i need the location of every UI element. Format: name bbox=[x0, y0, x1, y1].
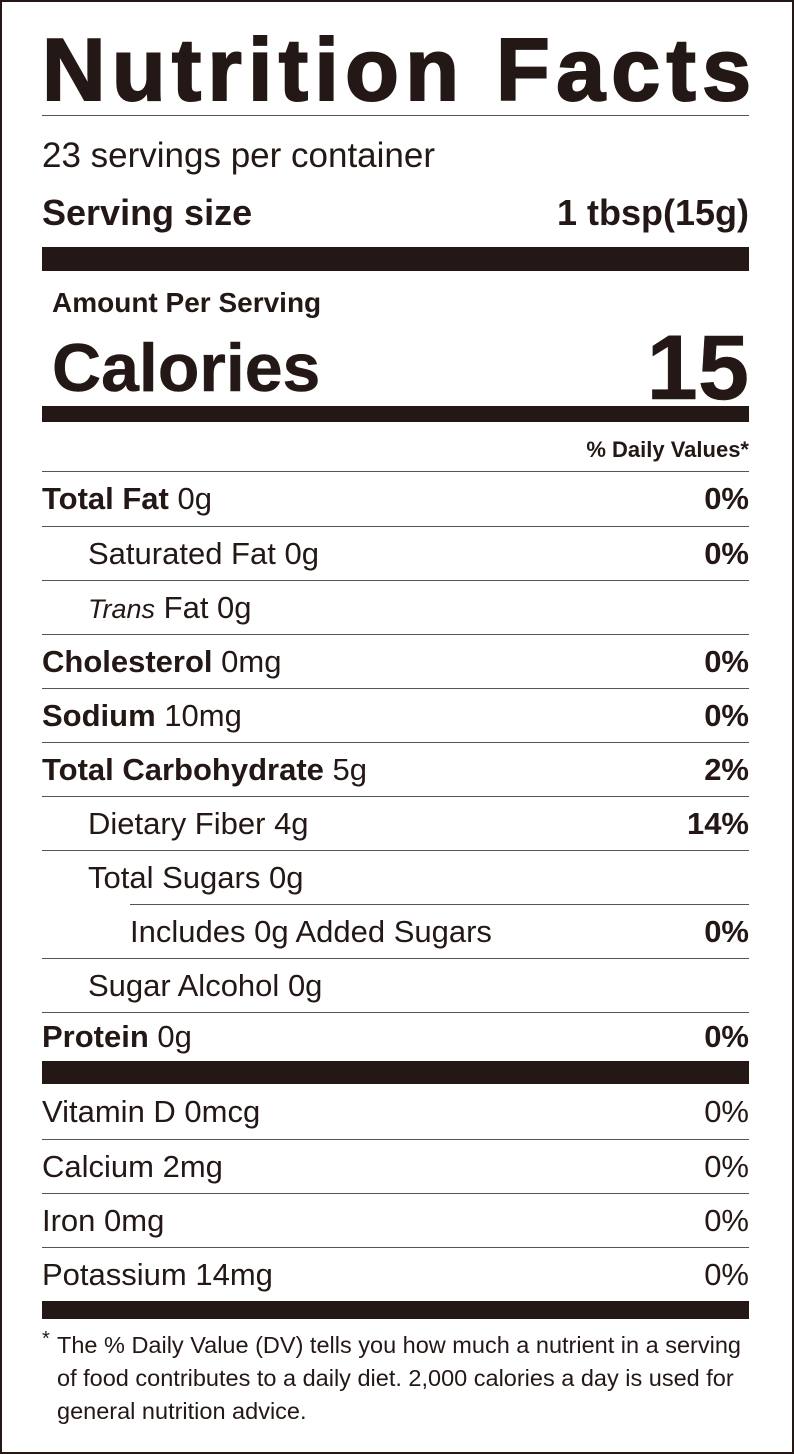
footnote-asterisk: * bbox=[42, 1328, 50, 1350]
vitamin-row: Potassium 14mg 0% bbox=[42, 1247, 749, 1301]
servings-per-container: 23 servings per container bbox=[42, 136, 435, 175]
vitamin-row: Vitamin D 0mcg 0% bbox=[42, 1084, 749, 1139]
nutrient-row: Protein 0g 0% bbox=[42, 1012, 749, 1061]
thick-divider bbox=[42, 247, 749, 271]
serving-size-label: Serving size bbox=[42, 192, 253, 233]
nutrient-name: Trans bbox=[88, 593, 156, 624]
nutrient-name: Total Sugars bbox=[88, 859, 261, 895]
nutrient-row: Trans Fat 0g bbox=[42, 580, 749, 634]
vitamin-dv: 0% bbox=[704, 1202, 749, 1238]
nutrient-row: Includes 0g Added Sugars 0% bbox=[130, 904, 749, 958]
nutrient-row: Dietary Fiber 4g 14% bbox=[42, 796, 749, 850]
calories-row: Calories 15 bbox=[42, 316, 750, 419]
thick-divider bbox=[42, 1301, 749, 1319]
vitamin-name: Vitamin D 0mcg bbox=[42, 1093, 261, 1129]
thick-divider bbox=[42, 406, 749, 422]
nutrient-dv: 2% bbox=[704, 751, 749, 787]
nutrient-row: Sugar Alcohol 0g bbox=[42, 958, 749, 1012]
vitamin-row: Iron 0mg 0% bbox=[42, 1193, 749, 1247]
nutrient-name: Sodium bbox=[42, 697, 156, 733]
vitamin-dv: 0% bbox=[704, 1256, 749, 1292]
vitamin-name: Iron 0mg bbox=[42, 1202, 165, 1238]
nutrient-dv: 0% bbox=[704, 535, 749, 571]
footnote: * The % Daily Value (DV) tells you how m… bbox=[42, 1328, 749, 1428]
calories-label: Calories bbox=[52, 329, 321, 406]
calories-value: 15 bbox=[646, 316, 749, 419]
nutrient-row: Saturated Fat 0g 0% bbox=[42, 526, 749, 580]
nutrient-amount: 0g bbox=[284, 535, 319, 571]
amount-per-serving: Amount Per Serving bbox=[52, 287, 322, 318]
nutrient-name: Total Fat bbox=[42, 481, 169, 516]
nutrient-row: Total Fat 0g 0% bbox=[42, 472, 749, 526]
nutrient-amount: 0mg bbox=[221, 643, 282, 679]
vitamin-name: Calcium 2mg bbox=[42, 1148, 223, 1184]
nutrient-row: Total Sugars 0g bbox=[42, 850, 749, 904]
vitamin-dv: 0% bbox=[704, 1148, 749, 1184]
nutrient-name: Cholesterol bbox=[42, 643, 213, 679]
nutrient-amount: 0g bbox=[287, 967, 323, 1003]
nutrient-name: Total Carbohydrate bbox=[42, 751, 324, 787]
nutrient-dv: 0% bbox=[704, 643, 749, 679]
nutrient-dv: 0% bbox=[704, 697, 749, 733]
nutrient-name: Sugar Alcohol bbox=[88, 967, 280, 1003]
nutrient-name: Dietary Fiber bbox=[88, 805, 266, 841]
nutrient-row: Cholesterol 0mg 0% bbox=[42, 634, 749, 688]
nutrient-row: Sodium 10mg 0% bbox=[42, 688, 749, 742]
nutrient-dv: 14% bbox=[686, 805, 749, 841]
serving-size-value: 1 tbsp(15g) bbox=[556, 192, 749, 233]
serving-size-row: Serving size 1 tbsp(15g) bbox=[42, 179, 749, 247]
nutrient-amount: Fat 0g bbox=[163, 589, 252, 625]
nutrient-name: Protein bbox=[42, 1019, 149, 1054]
nutrient-name: Includes 0g Added Sugars bbox=[130, 913, 492, 949]
nutrient-dv: 0% bbox=[704, 913, 749, 949]
nutrient-dv: 0% bbox=[704, 481, 749, 516]
nutrient-amount: 10mg bbox=[164, 697, 242, 733]
nutrient-dv: 0% bbox=[704, 1019, 749, 1054]
daily-values-header: % Daily Values* bbox=[42, 422, 749, 472]
nutrient-amount: 0g bbox=[157, 1019, 192, 1054]
vitamin-row: Calcium 2mg 0% bbox=[42, 1139, 749, 1193]
vitamin-dv: 0% bbox=[704, 1093, 749, 1129]
nutrient-amount: 5g bbox=[332, 751, 368, 787]
nutrient-amount: 4g bbox=[274, 805, 309, 841]
thick-divider bbox=[42, 1061, 749, 1084]
title: Nutrition Facts bbox=[41, 2, 752, 120]
vitamin-name: Potassium 14mg bbox=[42, 1256, 273, 1292]
nutrient-amount: 0g bbox=[177, 481, 212, 516]
nutrient-row: Total Carbohydrate 5g 2% bbox=[42, 742, 749, 796]
footnote-text: The % Daily Value (DV) tells you how muc… bbox=[57, 1332, 741, 1424]
nutrient-name: Saturated Fat bbox=[88, 535, 276, 571]
nutrient-amount: 0g bbox=[268, 859, 304, 895]
